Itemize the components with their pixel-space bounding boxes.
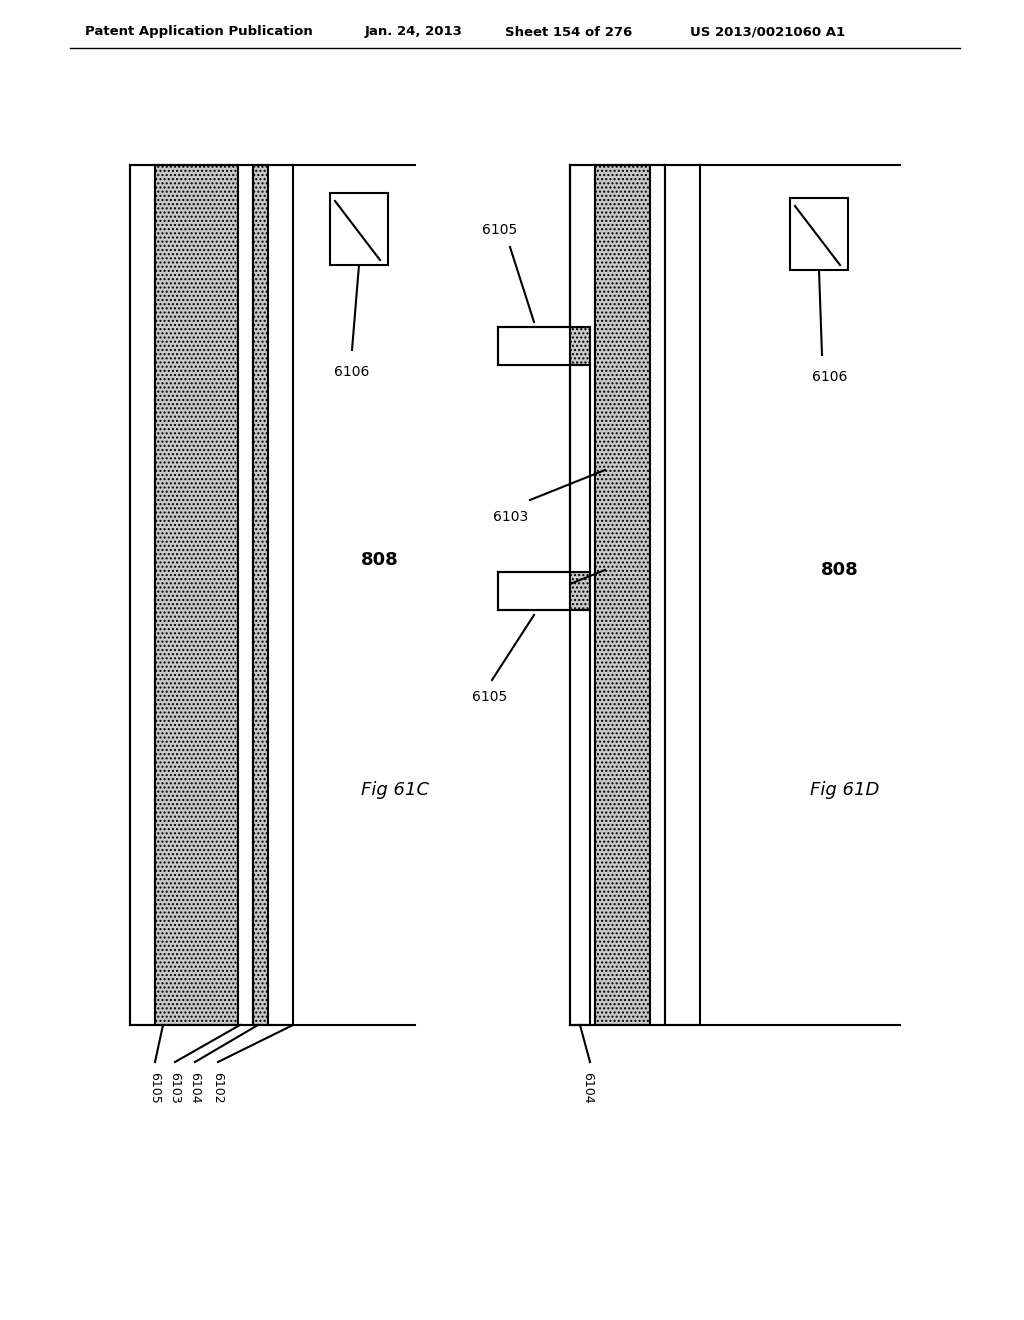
Text: 6104: 6104 — [582, 1072, 595, 1104]
Bar — [570, 165, 595, 1026]
Bar — [130, 165, 155, 1026]
Text: Fig 61D: Fig 61D — [810, 781, 880, 799]
Bar — [253, 165, 268, 1026]
Text: 6105: 6105 — [482, 223, 517, 238]
Text: 6106: 6106 — [812, 370, 848, 384]
Bar — [595, 165, 650, 1026]
Text: 6103: 6103 — [169, 1072, 181, 1104]
Bar — [155, 165, 238, 1026]
Text: US 2013/0021060 A1: US 2013/0021060 A1 — [690, 25, 845, 38]
Text: 6105: 6105 — [472, 690, 508, 704]
Text: 6102: 6102 — [212, 1072, 224, 1104]
Bar — [570, 327, 590, 366]
Bar — [268, 165, 293, 1026]
Bar — [665, 165, 700, 1026]
Text: 6104: 6104 — [188, 1072, 202, 1104]
Bar — [570, 327, 590, 366]
Text: Fig 61C: Fig 61C — [360, 781, 429, 799]
Bar — [253, 165, 268, 1026]
Text: 808: 808 — [821, 561, 859, 579]
Bar — [790, 198, 848, 271]
Text: Patent Application Publication: Patent Application Publication — [85, 25, 312, 38]
Bar — [330, 193, 388, 265]
Bar — [498, 572, 570, 610]
Bar — [238, 165, 253, 1026]
Bar — [570, 572, 590, 610]
Bar — [498, 327, 570, 366]
Text: 6106: 6106 — [334, 366, 370, 379]
Text: 808: 808 — [361, 550, 399, 569]
Bar — [155, 165, 238, 1026]
Bar — [570, 572, 590, 610]
Bar — [650, 165, 665, 1026]
Text: 6105: 6105 — [148, 1072, 162, 1104]
Text: 6103: 6103 — [493, 510, 528, 524]
Text: Jan. 24, 2013: Jan. 24, 2013 — [365, 25, 463, 38]
Bar — [595, 165, 650, 1026]
Text: Sheet 154 of 276: Sheet 154 of 276 — [505, 25, 632, 38]
